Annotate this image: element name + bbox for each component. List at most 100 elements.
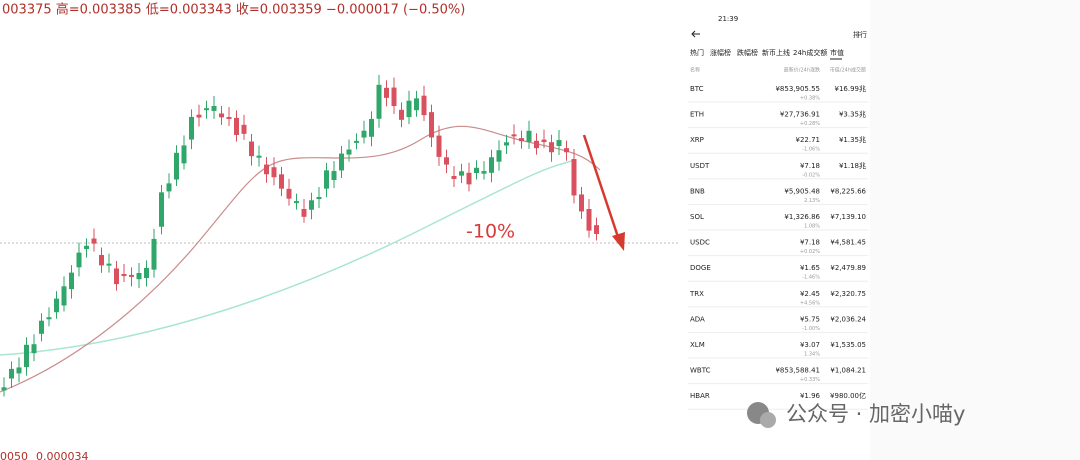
coin-name[interactable]: XLM — [690, 341, 705, 349]
candle-body — [121, 274, 127, 277]
candle-body — [444, 157, 449, 165]
candle-body — [309, 200, 314, 210]
tab[interactable]: 24h成交额 — [793, 48, 827, 57]
footer-value: 0.000034 — [36, 450, 89, 460]
coin-name[interactable]: BTC — [690, 85, 704, 93]
back-icon[interactable] — [691, 30, 700, 38]
candle-body — [594, 225, 599, 234]
candle-body — [211, 105, 217, 111]
coin-market-cap: ¥1.35兆 — [839, 135, 866, 144]
candle-body — [204, 108, 209, 111]
candle-body — [301, 209, 307, 217]
candle-body — [76, 252, 82, 268]
candle-body — [504, 142, 509, 146]
candle-body — [421, 95, 427, 116]
coin-price: ¥2.45 — [800, 290, 820, 298]
candle-body — [226, 116, 232, 119]
candle-body — [159, 192, 164, 227]
coin-price: ¥853,905.55 — [775, 85, 820, 93]
candle-body — [586, 209, 592, 231]
candle-body — [391, 87, 397, 107]
coin-market-cap: ¥2,479.89 — [830, 264, 866, 272]
candle-body — [489, 157, 494, 173]
candle-body — [54, 298, 59, 313]
coin-price: ¥853,588.41 — [775, 367, 820, 375]
coin-market-cap: ¥1.18兆 — [839, 161, 866, 170]
phone-screen: 21:39 排行 热门 涨幅榜 跌幅榜 新币上线 24h成交额 市值 名称 最新价/24h… — [680, 0, 1080, 460]
candle-body — [399, 109, 404, 120]
candle-body — [369, 118, 374, 137]
coin-name[interactable]: USDT — [690, 162, 710, 170]
tab[interactable]: 涨幅榜 — [710, 48, 731, 57]
coin-price: ¥5.75 — [800, 315, 820, 323]
candle-body — [571, 159, 577, 196]
candle-body — [271, 167, 277, 178]
candle-body — [234, 117, 239, 135]
status-time: 21:39 — [718, 15, 738, 23]
coin-change: 1.34% — [804, 352, 820, 358]
coin-name[interactable]: WBTC — [690, 367, 711, 375]
candle-chart: 003375 高=0.003385 低=0.003343 收=0.003359 … — [0, 2, 680, 460]
candle-body — [256, 155, 262, 158]
ma-long — [0, 159, 576, 356]
coin-name[interactable]: ADA — [690, 315, 705, 323]
coin-name[interactable]: SOL — [690, 213, 704, 221]
coin-change: +0.28% — [800, 121, 820, 127]
candle-body — [414, 98, 419, 111]
candle-body — [144, 267, 149, 278]
candle-body — [264, 164, 269, 175]
candle-body — [519, 138, 524, 142]
coin-name[interactable]: XRP — [690, 136, 704, 144]
candle-body — [174, 152, 179, 180]
tab[interactable]: 市值 — [830, 48, 844, 57]
footer-left: 0050 — [0, 450, 28, 460]
watermark: 公众号 · 加密小喵y — [747, 402, 965, 428]
candle-body — [31, 344, 37, 354]
candles — [1, 74, 599, 397]
candle-body — [556, 140, 562, 147]
candle-body — [249, 141, 254, 157]
tab[interactable]: 新币上线 — [762, 48, 790, 57]
candle-body — [331, 170, 337, 181]
candle-body — [511, 134, 517, 137]
coin-name[interactable]: DOGE — [690, 264, 711, 272]
coin-price: ¥1,326.86 — [784, 213, 820, 221]
watermark-text: 公众号 · 加密小喵y — [786, 402, 965, 426]
coin-name[interactable]: ETH — [690, 111, 704, 119]
coin-price: ¥7.18 — [800, 239, 820, 247]
tab[interactable]: 热门 — [690, 48, 704, 57]
candle-body — [99, 254, 104, 266]
candle-body — [496, 150, 502, 162]
candle-body — [61, 286, 67, 306]
candle-body — [481, 171, 487, 174]
col-header: 最新价/24h涨跌 — [784, 67, 820, 74]
candle-body — [286, 188, 292, 199]
coin-name[interactable]: TRX — [689, 290, 704, 298]
candle-body — [39, 320, 44, 334]
candle-body — [384, 87, 389, 98]
candle-body — [466, 172, 472, 185]
tab[interactable]: 跌幅榜 — [737, 48, 758, 57]
candle-body — [451, 175, 457, 179]
candle-body — [534, 140, 539, 149]
coin-price: ¥1.96 — [800, 392, 821, 400]
coin-name[interactable]: BNB — [690, 187, 705, 195]
candle-body — [24, 344, 29, 368]
coin-name[interactable]: HBAR — [690, 392, 710, 400]
coin-market-cap: ¥1,535.05 — [830, 341, 866, 349]
candle-body — [346, 149, 352, 155]
coin-price: ¥27,736.91 — [780, 111, 820, 119]
page-title: 排行 — [853, 30, 867, 39]
candle-body — [579, 194, 584, 212]
coin-price: ¥3.07 — [800, 341, 820, 349]
candle-body — [361, 130, 367, 138]
coin-price: ¥22.71 — [796, 136, 821, 144]
coin-market-cap: ¥8,225.66 — [830, 187, 866, 195]
coin-market-cap: ¥4,581.45 — [830, 239, 866, 247]
candle-body — [16, 367, 22, 374]
coin-name[interactable]: USDC — [690, 239, 710, 247]
coin-market-cap: ¥2,036.24 — [830, 315, 866, 323]
candle-body — [114, 268, 119, 285]
ohlc-text: 003375 高=0.003385 低=0.003343 收=0.003359 … — [2, 2, 465, 18]
